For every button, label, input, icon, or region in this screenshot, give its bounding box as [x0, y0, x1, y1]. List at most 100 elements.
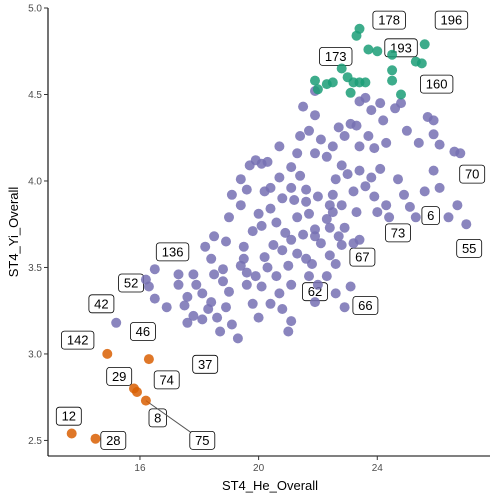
point-label-box	[434, 10, 469, 30]
data-point	[428, 115, 439, 126]
data-point	[209, 231, 220, 242]
data-point	[452, 200, 463, 211]
data-point	[360, 77, 371, 88]
data-point	[401, 125, 412, 136]
point-label-box	[100, 430, 127, 450]
point-label: 75	[145, 400, 216, 450]
point-label: 74	[153, 370, 180, 390]
data-point	[262, 262, 273, 273]
y-tick-label: 4.0	[28, 176, 42, 187]
data-point	[369, 143, 380, 154]
data-point	[277, 304, 288, 314]
points-layer	[66, 23, 472, 444]
data-point	[215, 326, 226, 337]
data-point	[253, 208, 264, 219]
x-tick-label: 20	[253, 463, 265, 474]
data-point	[413, 137, 424, 148]
data-point	[301, 184, 312, 195]
data-point	[182, 291, 193, 302]
data-point	[259, 186, 270, 197]
data-point	[289, 195, 300, 205]
data-point	[354, 23, 365, 34]
data-point	[161, 302, 172, 313]
data-point	[244, 160, 255, 171]
data-point	[312, 279, 323, 290]
data-point	[443, 212, 454, 223]
data-point	[381, 137, 392, 148]
y-tick-label: 3.5	[28, 263, 42, 274]
data-point	[428, 129, 439, 140]
data-point	[226, 189, 237, 200]
data-point	[102, 348, 113, 359]
point-label-box	[385, 223, 411, 243]
data-point	[387, 49, 398, 60]
data-point	[235, 174, 246, 185]
data-point	[399, 189, 409, 200]
data-point	[387, 75, 398, 86]
data-point	[428, 165, 439, 176]
data-point	[419, 39, 430, 50]
data-point	[241, 279, 252, 290]
data-point	[333, 122, 344, 133]
point-label-text: 52	[124, 276, 138, 291]
data-point	[191, 279, 202, 290]
data-point	[140, 395, 151, 406]
data-point	[274, 172, 285, 183]
data-point	[298, 229, 309, 240]
data-point	[188, 269, 199, 280]
data-point	[265, 203, 276, 214]
data-point	[345, 118, 356, 129]
data-point	[286, 162, 297, 173]
y-tick-label: 2.5	[28, 436, 42, 447]
data-point	[206, 297, 217, 308]
data-point	[286, 316, 297, 327]
data-point	[286, 279, 297, 290]
data-point	[301, 196, 312, 207]
y-tick-label: 5.0	[28, 4, 42, 15]
point-label-text: 66	[358, 298, 372, 313]
point-label: 37	[192, 354, 219, 374]
data-point	[274, 141, 285, 152]
data-point	[292, 248, 303, 259]
data-point	[366, 105, 377, 116]
data-point	[336, 200, 347, 211]
point-label: 28	[100, 430, 127, 450]
point-label-text: 28	[106, 433, 120, 448]
data-point	[200, 241, 211, 252]
point-label: 136	[155, 242, 190, 262]
point-label-box	[459, 164, 486, 184]
data-point	[387, 65, 398, 76]
data-point	[330, 288, 341, 299]
data-point	[188, 310, 199, 321]
point-label-text: 67	[355, 250, 369, 265]
data-point	[315, 238, 326, 249]
data-point	[298, 101, 309, 112]
data-point	[324, 222, 335, 233]
point-label: 66	[352, 296, 379, 315]
point-label-text: 160	[426, 77, 448, 92]
data-point	[271, 217, 282, 228]
data-point	[324, 250, 335, 261]
data-point	[224, 286, 234, 297]
data-point	[348, 186, 359, 197]
data-point	[410, 212, 421, 223]
data-point	[286, 182, 297, 193]
data-point	[221, 236, 231, 247]
data-point	[351, 207, 362, 218]
data-point	[307, 259, 317, 269]
point-label-text: 178	[378, 13, 400, 28]
data-point	[143, 354, 154, 365]
data-point	[173, 269, 184, 280]
data-point	[339, 131, 350, 141]
point-label: 8	[148, 408, 167, 428]
data-point	[310, 75, 320, 86]
data-point	[304, 208, 314, 219]
data-point	[396, 98, 406, 109]
data-point	[345, 281, 356, 292]
data-point	[312, 191, 323, 202]
data-point	[265, 298, 276, 309]
data-point	[327, 207, 338, 218]
data-point	[295, 170, 306, 181]
data-point	[404, 201, 415, 212]
point-label-text: 12	[62, 409, 76, 424]
